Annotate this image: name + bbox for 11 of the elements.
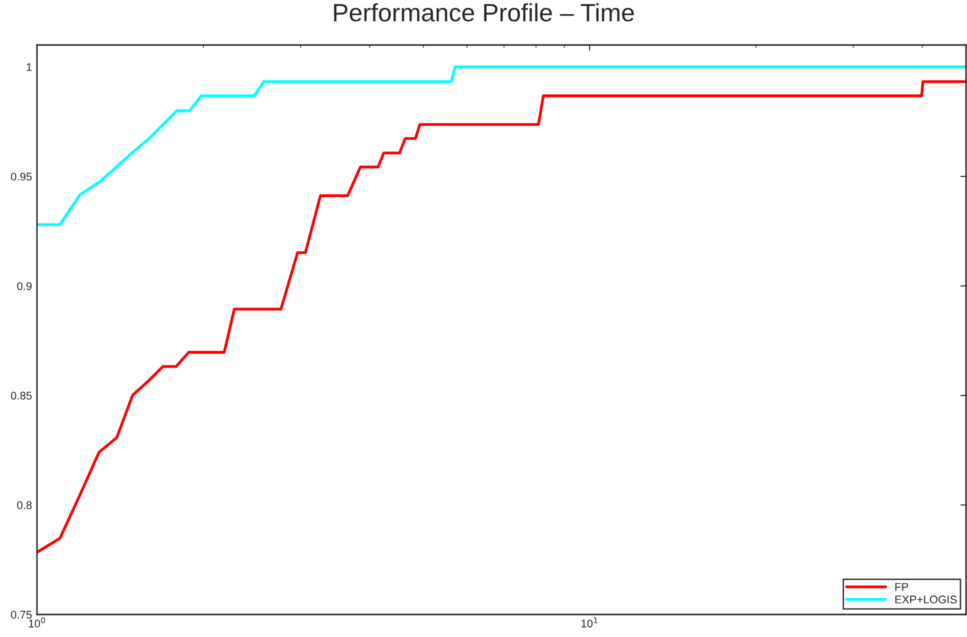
y-tick-label: 0.75 [10,610,32,619]
x-tick-label: 10$^{0}$ [28,617,46,628]
legend-label: FP [895,583,908,591]
y-tick-label: 0.8 [17,501,32,510]
y-tick-label: 0.9 [17,282,32,290]
y-tick-label: 0.95 [10,172,32,181]
chart-title: Performance Profile – Time [334,3,634,22]
x-tick-label: 10$^{1}$ [582,617,598,628]
y-tick-label: 0.85 [10,392,32,400]
legend-label: EXP+LOGIS [895,596,957,604]
y-tick-label: 1 [26,63,32,71]
